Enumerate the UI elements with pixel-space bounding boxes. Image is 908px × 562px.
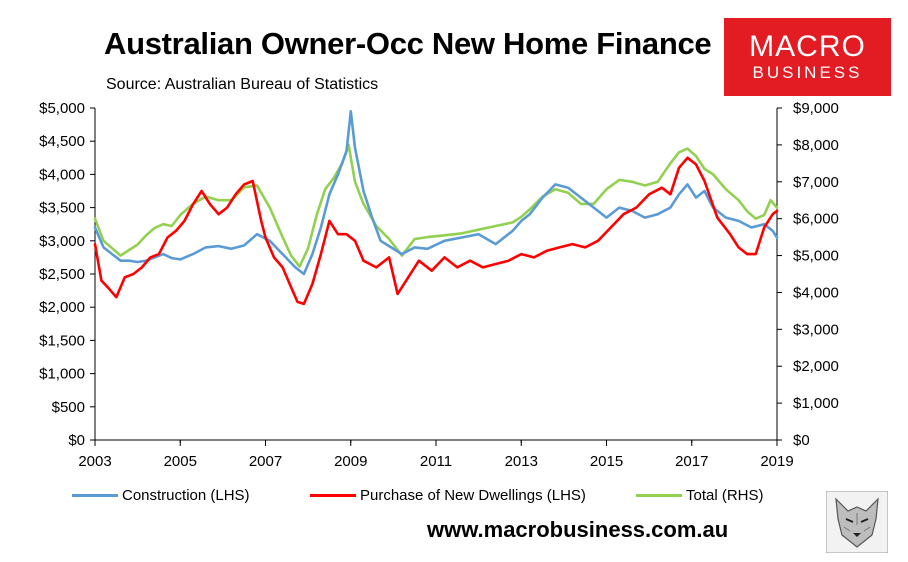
left-tick-label: $1,500	[39, 332, 85, 349]
right-tick-label: $9,000	[793, 100, 839, 117]
purchase-line	[93, 156, 779, 306]
right-tick-label: $5,000	[793, 248, 839, 265]
left-tick-label: $2,000	[39, 299, 85, 316]
chart-series	[93, 110, 779, 306]
chart-axes	[90, 107, 782, 446]
x-tick-label: 2003	[78, 453, 111, 470]
x-tick-label: 2019	[760, 453, 793, 470]
x-tick-label: 2011	[420, 453, 452, 470]
left-tick-label: $4,000	[39, 166, 85, 183]
chart-source: Source: Australian Bureau of Statistics	[106, 76, 379, 93]
wolf-logo-icon	[826, 491, 888, 553]
construction-line	[93, 110, 779, 276]
website-url: www.macrobusiness.com.au	[427, 517, 729, 542]
logo-line2: BUSINESS	[752, 63, 863, 82]
x-tick-label: 2015	[590, 453, 623, 470]
page-title: Australian Owner-Occ New Home Finance	[104, 26, 712, 61]
macrobusiness-logo: MACRO BUSINESS	[724, 18, 891, 96]
legend-swatch-construction	[72, 493, 118, 497]
left-tick-label: $1,000	[39, 366, 85, 383]
x-tick-label: 2005	[164, 453, 197, 470]
legend-item-total: Total (RHS)	[636, 484, 764, 506]
legend-label-construction: Construction (LHS)	[122, 486, 250, 504]
right-tick-label: $2,000	[793, 358, 839, 375]
left-tick-label: $0	[68, 432, 85, 449]
legend-swatch-total	[636, 493, 682, 497]
x-tick-label: 2009	[334, 453, 367, 470]
left-tick-label: $500	[52, 399, 85, 416]
left-tick-label: $3,500	[39, 200, 85, 217]
logo-line1: MACRO	[749, 30, 866, 63]
right-tick-label: $8,000	[793, 137, 839, 154]
x-tick-label: 2007	[249, 453, 282, 470]
tick-labels: $0 $500 $1,000 $1,500 $2,000 $2,500 $3,000 $3,5…	[39, 100, 839, 470]
legend-label-total: Total (RHS)	[686, 486, 764, 504]
total-line	[93, 143, 779, 268]
left-tick-label: $3,000	[39, 233, 85, 250]
left-tick-label: $5,000	[39, 100, 85, 117]
left-tick-label: $2,500	[39, 266, 85, 283]
legend-swatch-purchase	[310, 493, 356, 497]
right-tick-label: $3,000	[793, 321, 839, 338]
x-tick-label: 2013	[505, 453, 538, 470]
right-tick-label: $1,000	[793, 395, 839, 412]
x-tick-label: 2017	[675, 453, 708, 470]
right-tick-label: $7,000	[793, 174, 839, 191]
left-tick-label: $4,500	[39, 133, 85, 150]
legend-item-construction: Construction (LHS)	[72, 484, 250, 506]
right-tick-label: $0	[793, 432, 810, 449]
legend-label-purchase: Purchase of New Dwellings (LHS)	[360, 486, 586, 504]
legend-item-purchase: Purchase of New Dwellings (LHS)	[310, 484, 586, 506]
right-tick-label: $6,000	[793, 211, 839, 228]
right-tick-label: $4,000	[793, 284, 839, 301]
